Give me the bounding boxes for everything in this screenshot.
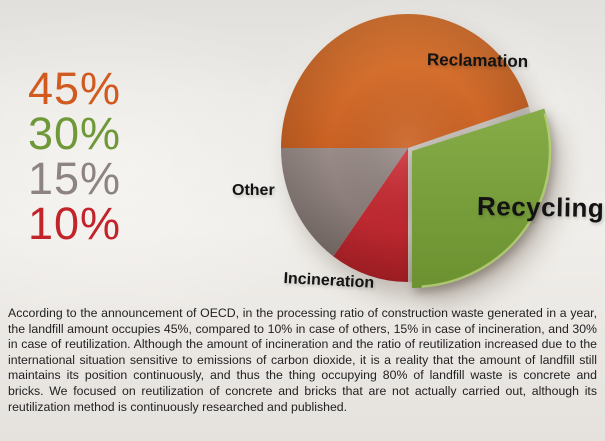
stat-10-percent: 10% [28,198,122,249]
pie-label-reclamation: Reclamation [426,49,529,72]
pie-slice-recycling [412,108,552,288]
stat-30-percent: 30% [28,108,122,159]
pie-label-recycling: Recycling [476,190,605,224]
pie-group [281,14,552,288]
exploded-slice-group [412,108,552,288]
description-paragraph: According to the announcement of OECD, i… [8,306,597,414]
percentage-list: 45% 30% 15% 10% [28,66,121,246]
stat-15-percent: 15% [28,153,122,204]
stat-45-percent: 45% [28,63,122,114]
pie-label-other: Other [232,182,275,199]
exploded-slice-rim-highlight [421,113,552,288]
